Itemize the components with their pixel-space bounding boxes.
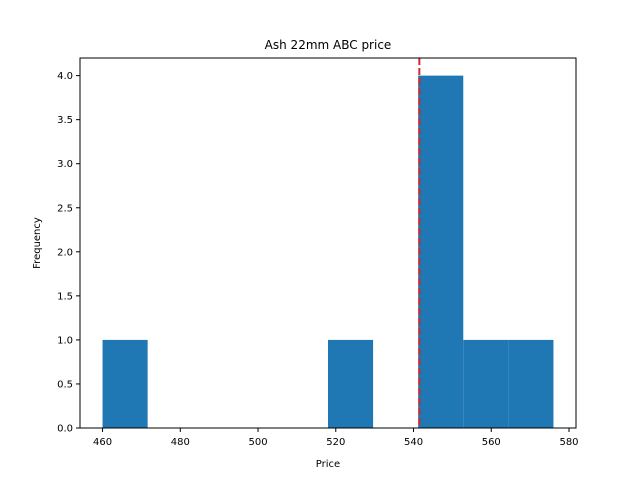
x-tick-label: 480 <box>171 437 190 448</box>
x-tick-label: 560 <box>482 437 501 448</box>
x-axis-ticks: 460 480 500 520 540 560 580 <box>93 428 579 448</box>
histogram-bar <box>463 339 509 428</box>
y-tick-label: 3.0 <box>57 159 73 170</box>
x-tick-label: 460 <box>93 437 112 448</box>
histogram-bar <box>508 339 554 428</box>
histogram-bar <box>102 339 148 428</box>
bars-group <box>102 75 554 428</box>
y-tick-label: 0.5 <box>57 379 73 390</box>
y-tick-label: 2.5 <box>57 203 73 214</box>
histogram-bar <box>418 75 464 428</box>
y-tick-label: 1.0 <box>57 335 73 346</box>
plot-frame <box>79 57 577 429</box>
x-tick-label: 500 <box>248 437 267 448</box>
x-tick-label: 580 <box>559 437 578 448</box>
x-axis-label: Price <box>316 459 340 470</box>
histogram-bar <box>328 339 374 428</box>
x-tick-label: 520 <box>326 437 345 448</box>
y-tick-label: 1.5 <box>57 291 73 302</box>
y-axis-label: Frequency <box>32 217 43 269</box>
y-tick-label: 4.0 <box>57 71 73 82</box>
x-tick-label: 540 <box>404 437 423 448</box>
chart-title: Ash 22mm ABC price <box>265 38 392 52</box>
y-tick-label: 3.5 <box>57 115 73 126</box>
y-tick-label: 2.0 <box>57 247 73 258</box>
y-axis-ticks: 0.0 0.5 1.0 1.5 2.0 2.5 3.0 3.5 4.0 <box>57 71 80 435</box>
y-tick-label: 0.0 <box>57 424 73 435</box>
